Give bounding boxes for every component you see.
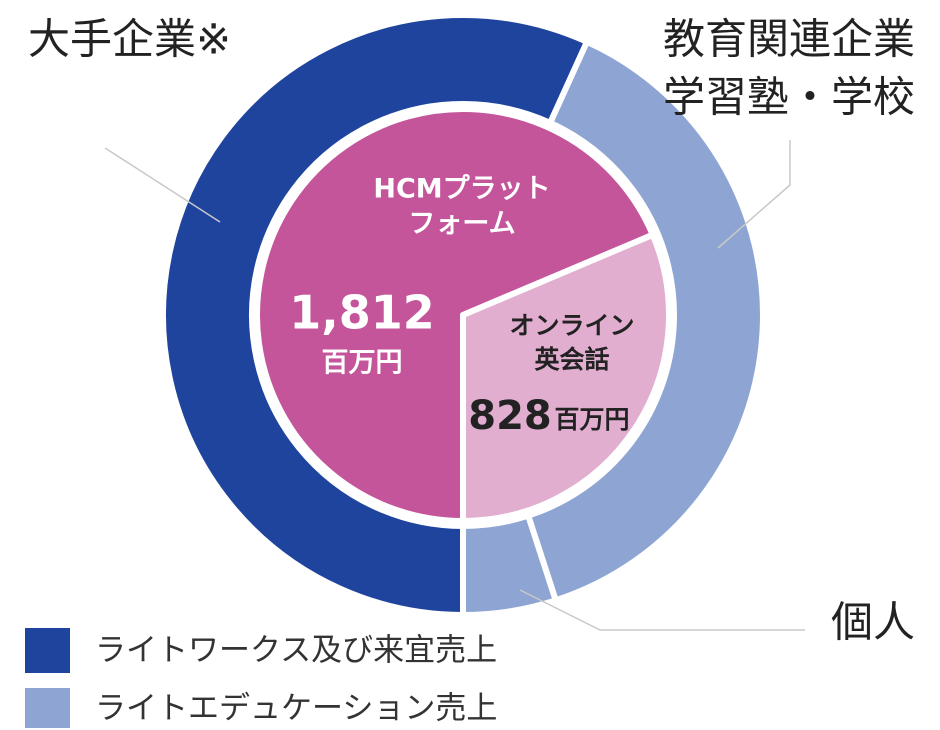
segment-label: フォーム: [408, 209, 515, 240]
donut: [160, 12, 766, 618]
outer-label: 大手企業※: [28, 15, 231, 64]
leader-line: [519, 589, 805, 631]
outer-label: 個人: [831, 598, 915, 647]
segment-label: 英会話: [534, 345, 609, 374]
leader-line: [717, 140, 791, 249]
outer-segment: [460, 512, 559, 618]
inner-segment: [254, 106, 656, 524]
unit-label: 百万円: [554, 405, 629, 434]
legend-swatch: [25, 628, 70, 673]
legend-swatch: [25, 688, 70, 728]
outer-segment: [160, 12, 590, 618]
outer-segment: [525, 38, 766, 604]
legend-label: ライトワークス及び来宜売上: [95, 633, 497, 669]
outer-label: 教育関連企業: [663, 15, 915, 64]
segment-label: オンライン: [509, 311, 634, 340]
value-label: 828: [468, 393, 552, 439]
inner-segment: [460, 231, 672, 524]
outer-label: 学習塾・学校: [663, 73, 915, 122]
segment-label: HCMプラット: [373, 174, 550, 205]
leader-line: [104, 147, 221, 223]
legend-label: ライトエデュケーション売上: [95, 691, 497, 727]
unit-label: 百万円: [322, 348, 403, 379]
value-label: 1,812: [289, 286, 435, 340]
